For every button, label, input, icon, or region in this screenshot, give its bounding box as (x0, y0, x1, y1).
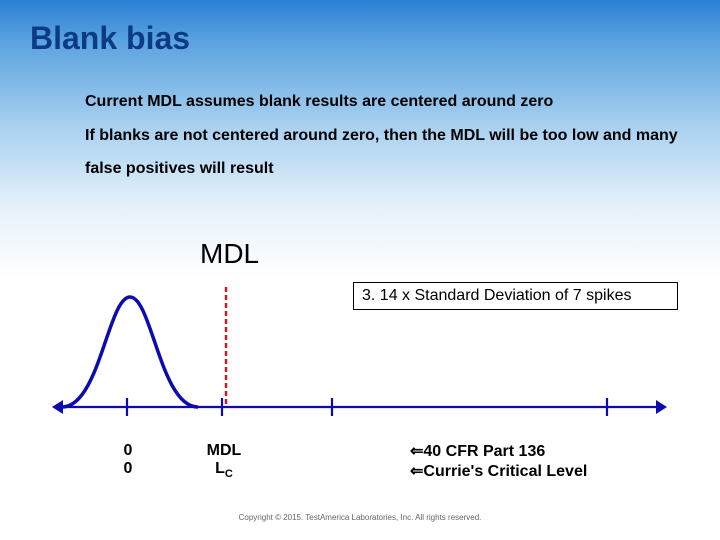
body-para-1: Current MDL assumes blank results are ce… (85, 85, 680, 119)
body-para-2: If blanks are not centered around zero, … (85, 119, 680, 186)
cfr-text-1: 40 CFR Part 136 (423, 443, 545, 460)
axis-lc-sub: C (225, 468, 233, 480)
arrow-left-icon: ⇐ (410, 443, 423, 460)
axis-label-mdl: MDL LC (200, 442, 248, 480)
axis-mdl-text: MDL (200, 442, 248, 460)
cfr-line-2: ⇐Currie's Critical Level (410, 462, 587, 482)
cfr-line-1: ⇐40 CFR Part 136 (410, 442, 587, 462)
callout-box: 3. 14 x Standard Deviation of 7 spikes (353, 282, 678, 310)
axis-label-zero: 0 0 (118, 442, 138, 478)
mdl-heading: MDL (200, 238, 259, 270)
copyright-text: Copyright © 2015. TestAmerica Laboratori… (0, 513, 720, 522)
axis-zero-top: 0 (118, 442, 138, 460)
cfr-block: ⇐40 CFR Part 136 ⇐Currie's Critical Leve… (410, 442, 587, 482)
body-text: Current MDL assumes blank results are ce… (85, 85, 680, 186)
arrow-left-icon: ⇐ (410, 463, 423, 480)
axis-lc-prefix: L (215, 460, 225, 477)
cfr-text-2: Currie's Critical Level (423, 463, 587, 480)
page-title: Blank bias (30, 20, 190, 57)
axis-zero-bottom: 0 (118, 460, 138, 478)
axis-lc: LC (200, 460, 248, 480)
